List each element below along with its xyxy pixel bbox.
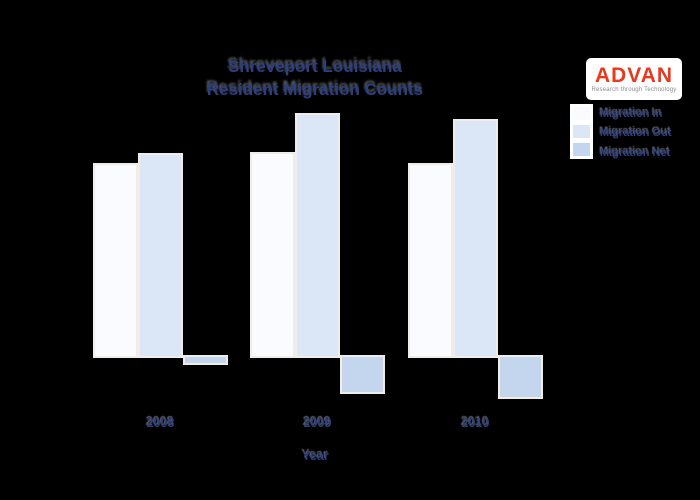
- legend-swatch-column: [570, 104, 593, 159]
- x-tick-label: 2009: [303, 416, 332, 430]
- legend-swatch: [573, 107, 590, 120]
- legend-label: Migration In: [600, 108, 663, 120]
- bar-migration-in: [93, 163, 138, 358]
- advan-logo-tagline: Research through Technology: [591, 86, 677, 93]
- bar-migration-out: [453, 119, 498, 358]
- bar-migration-in: [408, 163, 453, 358]
- bar-migration-out: [295, 113, 340, 358]
- bar-migration-net: [183, 355, 228, 365]
- bar-migration-out: [138, 153, 183, 358]
- bar-migration-net: [340, 355, 385, 394]
- legend: Migration In Migration Out Migration Net: [600, 105, 672, 163]
- chart-title-line2: Resident Migration Counts: [206, 80, 424, 99]
- chart-title: Shreveport Louisiana Resident Migration …: [115, 55, 515, 101]
- x-tick-label: 2010: [461, 416, 490, 430]
- bar-migration-net: [498, 355, 543, 399]
- legend-label: Migration Out: [600, 127, 672, 140]
- bar-migration-in: [250, 152, 295, 358]
- x-axis-title: Year: [302, 449, 329, 463]
- legend-swatch: [573, 143, 590, 156]
- advan-logo-wordmark: ADVAN: [594, 63, 674, 87]
- legend-label: Migration Net: [600, 146, 671, 159]
- chart-title-line1: Shreveport Louisiana: [228, 57, 402, 76]
- x-tick-label: 2008: [146, 416, 175, 430]
- legend-swatch: [573, 125, 590, 138]
- advan-logo: ADVAN Research through Technology: [586, 58, 682, 100]
